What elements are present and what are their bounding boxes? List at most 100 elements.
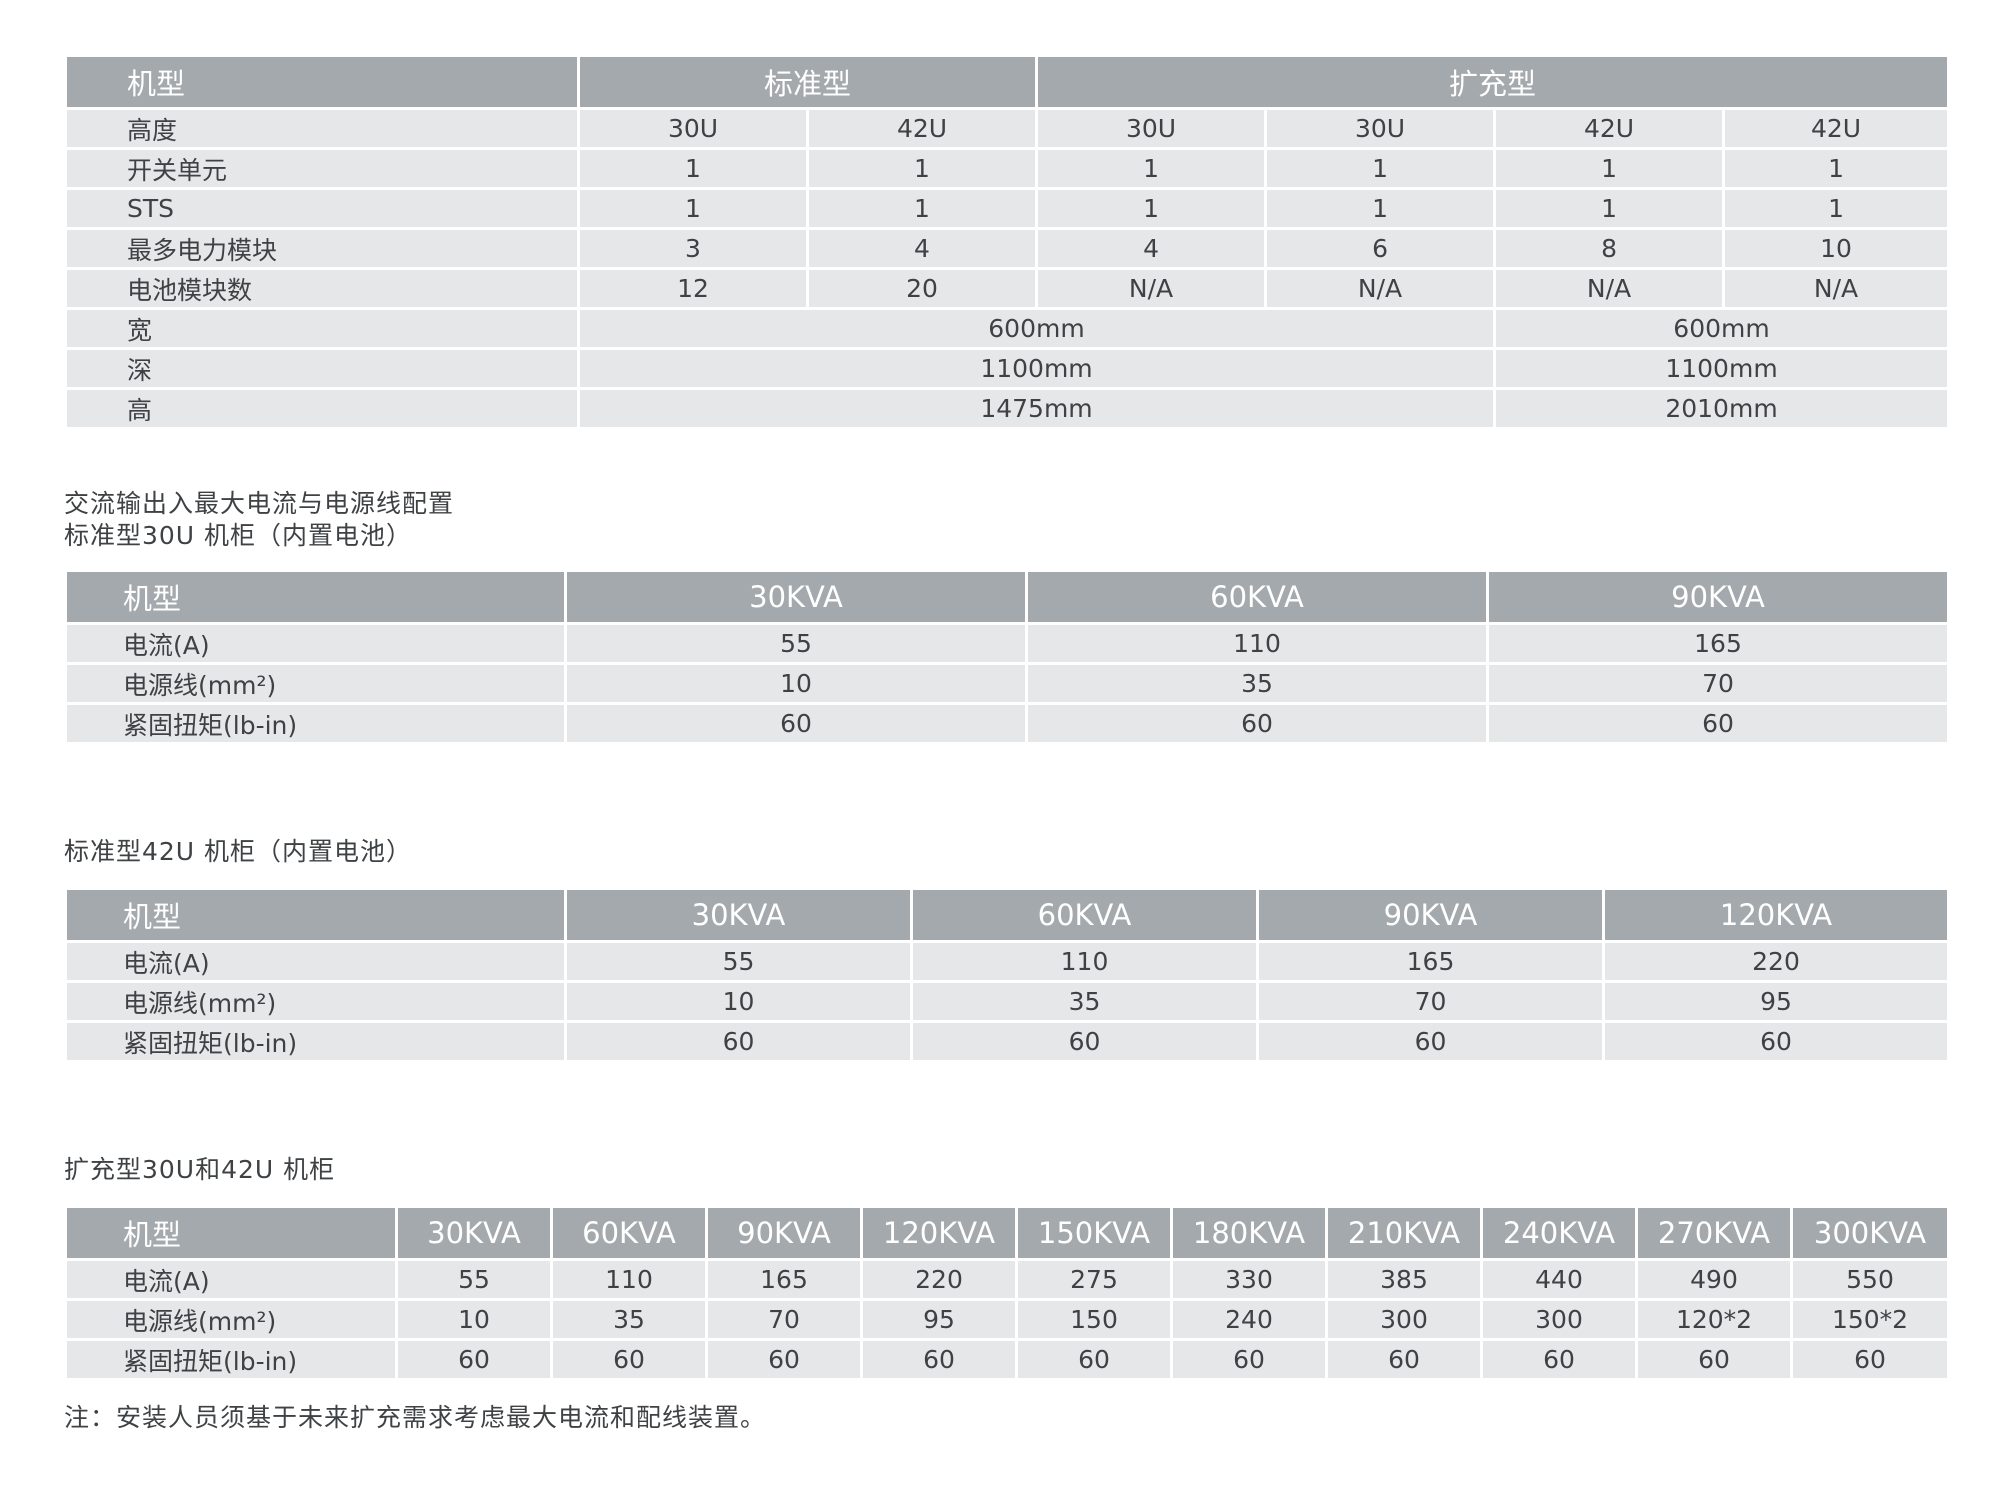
row-label: 电源线(mm²)	[64, 980, 567, 1023]
header-label: 机型	[64, 569, 567, 625]
header-label: 机型	[64, 54, 580, 110]
row-label: 高度	[64, 107, 580, 150]
row-label: 高	[64, 387, 580, 430]
table-cell: 70	[705, 1298, 863, 1341]
table-row: STS 1 1 1 1 1 1	[64, 187, 1951, 230]
table-cell: 70	[1256, 980, 1605, 1023]
standard-42u-table: 机型 30KVA 60KVA 90KVA 120KVA 电流(A) 55 110 165 220 电…	[64, 887, 1950, 1063]
table-cell: 20	[805, 267, 1039, 310]
table-cell: 60	[550, 1338, 708, 1381]
table-cell: 70	[1486, 662, 1950, 705]
table-cell: 55	[564, 940, 913, 983]
row-label: 电源线(mm²)	[64, 662, 567, 705]
header-label: 机型	[64, 887, 567, 943]
table-cell: 1100mm	[1493, 347, 1951, 390]
table-cell: 60	[860, 1338, 1018, 1381]
table-row: 最多电力模块 3 4 4 6 8 10	[64, 227, 1951, 270]
table-cell: N/A	[1493, 267, 1726, 310]
table-cell: 35	[910, 980, 1259, 1023]
table-cell: 42U	[805, 107, 1039, 150]
header-cell: 150KVA	[1015, 1205, 1173, 1261]
table-cell: 10	[395, 1298, 553, 1341]
table-row: 高 1475mm 2010mm	[64, 387, 1951, 430]
row-label: 电池模块数	[64, 267, 580, 310]
table-cell: 1	[1264, 147, 1497, 190]
header-cell: 120KVA	[1602, 887, 1950, 943]
header-cell: 60KVA	[1025, 569, 1489, 625]
table-cell: 275	[1015, 1258, 1173, 1301]
section3-title: 标准型42U 机柜（内置电池）	[64, 837, 413, 866]
table-cell: 30U	[577, 107, 809, 150]
table-header-row: 机型 标准型 扩充型	[64, 54, 1951, 110]
standard-30u-table: 机型 30KVA 60KVA 90KVA 电流(A) 55 110 165 电源线(mm²) 10…	[64, 569, 1950, 745]
table-cell: 6	[1264, 227, 1497, 270]
table-cell: 110	[1025, 622, 1489, 665]
table-cell: 1	[1035, 187, 1268, 230]
table-cell: N/A	[1722, 267, 1951, 310]
header-cell: 60KVA	[550, 1205, 708, 1261]
table-cell: 35	[550, 1298, 708, 1341]
table-cell: 150	[1015, 1298, 1173, 1341]
table-cell: 42U	[1722, 107, 1951, 150]
table-cell: 60	[1325, 1338, 1483, 1381]
table-cell: N/A	[1264, 267, 1497, 310]
table-row: 宽 600mm 600mm	[64, 307, 1951, 350]
row-label: 紧固扭矩(lb-in)	[64, 702, 567, 745]
table-cell: 1	[805, 187, 1039, 230]
table-cell: 1	[805, 147, 1039, 190]
table-header-row: 机型 30KVA 60KVA 90KVA 120KVA	[64, 887, 1950, 943]
table-row: 紧固扭矩(lb-in) 60 60 60 60 60 60 60 60 60 60	[64, 1338, 1950, 1381]
table-cell: 60	[1480, 1338, 1638, 1381]
row-label: 电流(A)	[64, 940, 567, 983]
table-cell: 3	[577, 227, 809, 270]
table-cell: 60	[1025, 702, 1489, 745]
table-cell: 165	[1486, 622, 1950, 665]
header-cell: 30KVA	[395, 1205, 553, 1261]
table-cell: 10	[564, 662, 1028, 705]
row-label: 电流(A)	[64, 622, 567, 665]
table-cell: 60	[564, 1020, 913, 1063]
table-cell: 60	[705, 1338, 863, 1381]
table-cell: 1	[577, 147, 809, 190]
header-cell: 90KVA	[1486, 569, 1950, 625]
table-cell: 60	[1602, 1020, 1950, 1063]
table-cell: 60	[1170, 1338, 1328, 1381]
header-cell: 60KVA	[910, 887, 1259, 943]
table-cell: 1	[1722, 147, 1951, 190]
table-header-row: 机型 30KVA 60KVA 90KVA	[64, 569, 1950, 625]
table-row: 高度 30U 42U 30U 30U 42U 42U	[64, 107, 1951, 150]
table-cell: 55	[564, 622, 1028, 665]
row-label: 深	[64, 347, 580, 390]
table-cell: 600mm	[1493, 307, 1951, 350]
table-row: 紧固扭矩(lb-in) 60 60 60 60	[64, 1020, 1950, 1063]
table-cell: 30U	[1035, 107, 1268, 150]
table-cell: 8	[1493, 227, 1726, 270]
table-cell: 110	[910, 940, 1259, 983]
table-row: 紧固扭矩(lb-in) 60 60 60	[64, 702, 1950, 745]
table-cell: 1	[1722, 187, 1951, 230]
table-cell: 1	[1493, 187, 1726, 230]
row-label: 开关单元	[64, 147, 580, 190]
header-cell: 210KVA	[1325, 1205, 1483, 1261]
header-cell: 90KVA	[705, 1205, 863, 1261]
table-cell: 12	[577, 267, 809, 310]
table-cell: 150*2	[1790, 1298, 1950, 1341]
row-label: 紧固扭矩(lb-in)	[64, 1020, 567, 1063]
table-cell: 110	[550, 1258, 708, 1301]
header-cell: 90KVA	[1256, 887, 1605, 943]
table-cell: 55	[395, 1258, 553, 1301]
table-row: 电流(A) 55 110 165 220	[64, 940, 1950, 983]
table-cell: 385	[1325, 1258, 1483, 1301]
table-cell: 550	[1790, 1258, 1950, 1301]
row-label: 宽	[64, 307, 580, 350]
table-cell: 42U	[1493, 107, 1726, 150]
table-cell: 1	[1493, 147, 1726, 190]
table-cell: 120*2	[1635, 1298, 1793, 1341]
header-cell: 30KVA	[564, 569, 1028, 625]
table-cell: 2010mm	[1493, 387, 1951, 430]
table-cell: 1100mm	[576, 347, 1497, 390]
section2-title: 交流输出入最大电流与电源线配置	[64, 489, 455, 518]
table-cell: 10	[1722, 227, 1951, 270]
row-label: 紧固扭矩(lb-in)	[64, 1338, 398, 1381]
table-header-row: 机型 30KVA 60KVA 90KVA 120KVA 150KVA 180KVA 210KV…	[64, 1205, 1950, 1261]
